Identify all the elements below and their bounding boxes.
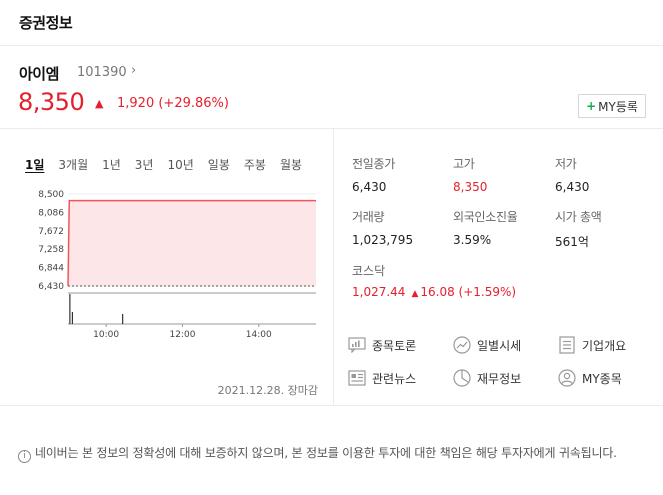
link-my-stocks[interactable]: MY종목 — [557, 368, 622, 388]
tab-1day[interactable]: 1일 — [25, 158, 45, 172]
link-label: 일별시세 — [477, 338, 522, 353]
stat-label: 외국인소진율 — [453, 210, 518, 224]
x-tick-label: 14:00 — [246, 330, 272, 340]
page-title: 증권정보 — [19, 14, 73, 32]
pie-chart-icon — [452, 368, 472, 388]
stat-label: 저가 — [555, 157, 577, 171]
stat-low: 저가 6,430 — [555, 155, 589, 194]
document-icon — [557, 335, 577, 355]
tab-1year[interactable]: 1년 — [102, 158, 121, 172]
chart-date: 2021.12.28. 장마감 — [217, 384, 318, 397]
info-icon: i — [18, 450, 31, 463]
tab-daily-candle[interactable]: 일봉 — [207, 158, 230, 172]
link-financial-info[interactable]: 재무정보 — [452, 368, 521, 388]
kosdaq-value-row: 1,027.44 ▲ 16.08 (+1.59%) — [352, 285, 516, 299]
discussion-icon — [347, 335, 367, 355]
my-register-label: MY등록 — [598, 99, 638, 114]
up-arrow-icon: ▲ — [95, 97, 104, 110]
stat-label: 고가 — [453, 157, 475, 171]
link-company-overview[interactable]: 기업개요 — [557, 335, 626, 355]
stat-prev-close: 전일종가 6,430 — [352, 155, 395, 194]
stat-market-cap: 시가 총액 561억 — [555, 208, 602, 250]
link-label: 관련뉴스 — [372, 371, 417, 386]
stat-value: 6,430 — [352, 180, 387, 194]
price-chart[interactable]: 8,500 8,086 7,672 7,258 6,844 6,430 10:00 12:00… — [18, 184, 318, 344]
header: 증권정보 — [0, 0, 663, 46]
stat-value: 561억 — [555, 235, 589, 249]
stat-value: 1,023,795 — [352, 233, 414, 247]
divider — [0, 128, 663, 129]
up-arrow-icon: ▲ — [411, 289, 419, 299]
x-tick-label: 12:00 — [169, 330, 195, 340]
volume-bar — [71, 312, 74, 324]
link-label: MY종목 — [582, 371, 622, 386]
tab-monthly-candle[interactable]: 월봉 — [279, 158, 303, 172]
kosdaq-change: 16.08 (+1.59%) — [420, 285, 517, 299]
period-tabs: 1일 3개월 1년 3년 10년 일봉 주봉 월봉 — [25, 156, 316, 173]
stock-name[interactable]: 아이엠 — [19, 65, 59, 83]
stat-label: 전일종가 — [352, 157, 395, 171]
news-icon — [347, 368, 367, 388]
tab-3months[interactable]: 3개월 — [58, 158, 89, 172]
link-label: 기업개요 — [582, 338, 627, 353]
kosdaq-index: 1,027.44 — [352, 285, 406, 299]
stat-value: 8,350 — [453, 180, 488, 194]
volume-bar — [69, 294, 71, 324]
divider — [0, 405, 663, 406]
tab-10years[interactable]: 10년 — [167, 158, 194, 172]
my-register-button[interactable]: + MY등록 — [578, 94, 646, 118]
volume-bar — [122, 314, 124, 324]
trend-icon — [452, 335, 472, 355]
chevron-right-icon[interactable]: › — [131, 63, 137, 78]
tab-3years[interactable]: 3년 — [134, 158, 154, 172]
price-line — [67, 199, 316, 287]
y-tick-label: 7,258 — [38, 245, 64, 255]
user-icon — [557, 368, 577, 388]
divider — [333, 129, 334, 405]
disclaimer: i 네이버는 본 정보의 정확성에 대해 보증하지 않으며, 본 정보를 이용한 … — [18, 445, 648, 463]
y-tick-label: 6,430 — [38, 282, 64, 292]
price-area — [68, 200, 316, 286]
stat-volume: 거래량 1,023,795 — [352, 208, 413, 247]
link-daily-price[interactable]: 일별시세 — [452, 335, 521, 355]
stock-code[interactable]: 101390 — [77, 65, 127, 80]
stat-high: 고가 8,350 — [453, 155, 487, 194]
tab-weekly-candle[interactable]: 주봉 — [243, 158, 266, 172]
link-discussion[interactable]: 종목토론 — [347, 335, 416, 355]
plus-icon: + — [586, 99, 597, 113]
stat-foreign-ratio: 외국인소진율 3.59% — [453, 208, 518, 247]
link-label: 종목토론 — [372, 338, 417, 353]
price-chart-svg: 8,500 8,086 7,672 7,258 6,844 6,430 10:00 12:00… — [38, 190, 316, 340]
x-tick-label: 10:00 — [93, 330, 119, 340]
price-change: 1,920 (+29.86%) — [117, 96, 229, 111]
link-label: 재무정보 — [477, 371, 522, 386]
stat-value: 6,430 — [555, 180, 590, 194]
disclaimer-text: 네이버는 본 정보의 정확성에 대해 보증하지 않으며, 본 정보를 이용한 투… — [35, 446, 617, 460]
link-related-news[interactable]: 관련뉴스 — [347, 368, 416, 388]
current-price: 8,350 — [18, 88, 85, 116]
stat-label: 거래량 — [352, 210, 385, 224]
stat-label: 시가 총액 — [555, 210, 602, 224]
y-tick-label: 8,500 — [38, 190, 64, 200]
y-tick-label: 6,844 — [38, 264, 64, 274]
stat-value: 3.59% — [453, 233, 492, 247]
kosdaq-label: 코스닥 — [352, 264, 386, 278]
y-tick-label: 7,672 — [38, 227, 64, 237]
y-tick-label: 8,086 — [38, 208, 64, 218]
